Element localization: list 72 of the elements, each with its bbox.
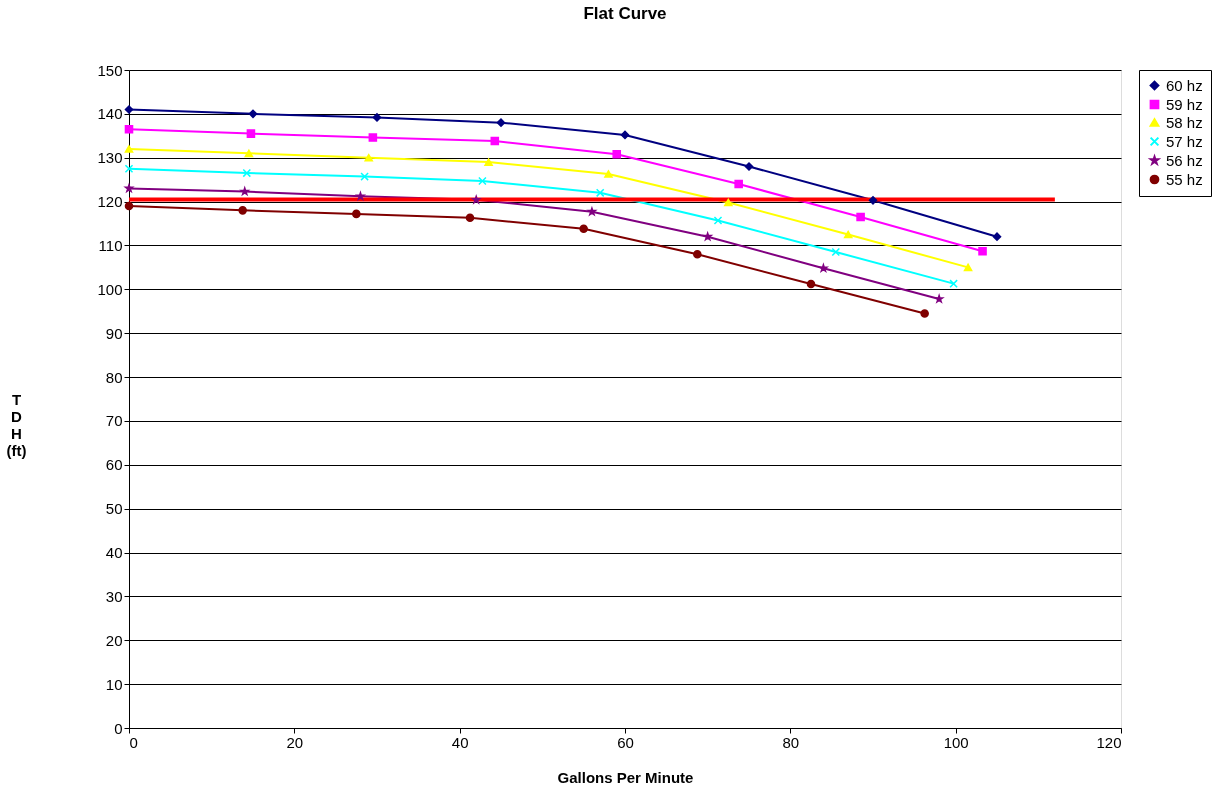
y-tick-label: 40 <box>105 544 123 562</box>
point <box>949 279 958 288</box>
point <box>604 170 613 178</box>
point <box>819 263 828 272</box>
point <box>465 213 475 223</box>
y-tick-label: 100 <box>97 280 123 298</box>
x-tick-label: 60 <box>617 733 634 751</box>
point <box>978 246 987 256</box>
point <box>246 129 256 138</box>
point <box>496 118 506 127</box>
y-tick-label: 60 <box>105 456 123 474</box>
y-tick-label: 110 <box>98 236 123 254</box>
y-tick-label: 70 <box>105 412 123 430</box>
x-tick-label: 40 <box>451 733 469 751</box>
legend-label: 55 hz <box>1166 170 1203 188</box>
point <box>963 263 973 272</box>
y-tick-label: 90 <box>105 324 123 342</box>
y-tick-label: 0 <box>114 719 123 737</box>
y-tick-label: 20 <box>105 631 123 649</box>
point <box>831 247 841 257</box>
chart-title: Flat Curve <box>583 4 667 23</box>
x-tick-label: 80 <box>782 733 800 751</box>
point <box>806 279 816 289</box>
point <box>724 198 733 207</box>
point <box>868 196 878 205</box>
y-tick-label: 150 <box>97 61 123 79</box>
point <box>364 153 374 162</box>
legend-label: 58 hz <box>1166 113 1203 131</box>
y-tick-label: 10 <box>105 675 123 693</box>
point <box>856 212 865 222</box>
x-tick-label: 100 <box>943 733 969 751</box>
point <box>352 209 361 219</box>
point <box>992 232 1002 241</box>
point <box>124 145 134 153</box>
point <box>595 188 605 198</box>
point <box>124 164 134 173</box>
point <box>238 206 247 215</box>
y-tick-label: 140 <box>97 105 123 123</box>
point <box>920 309 929 318</box>
x-tick-label: 0 <box>129 733 138 751</box>
point <box>713 216 723 225</box>
legend-label: 57 hz <box>1166 132 1203 150</box>
point <box>244 149 254 158</box>
point <box>693 249 702 259</box>
y-axis-title: TDH (ft) <box>6 390 27 459</box>
point <box>242 168 252 178</box>
legend-label: 59 hz <box>1166 95 1203 113</box>
point <box>843 230 853 239</box>
point <box>612 149 622 159</box>
legend-label: 56 hz <box>1166 151 1203 169</box>
point <box>490 136 500 146</box>
point <box>935 294 944 303</box>
point <box>360 172 369 181</box>
point <box>368 133 378 142</box>
x-tick-label: 120 <box>1096 733 1122 751</box>
point <box>372 113 382 122</box>
point <box>579 224 588 234</box>
point <box>248 109 258 119</box>
y-tick-label: 130 <box>97 149 123 167</box>
point <box>744 162 754 171</box>
point <box>484 158 493 166</box>
y-tick-label: 30 <box>105 587 123 605</box>
x-axis-title: Gallons Per Minute <box>557 768 694 786</box>
y-tick-label: 80 <box>105 368 123 386</box>
point <box>124 124 134 134</box>
y-tick-label: 120 <box>97 193 123 211</box>
point <box>478 176 487 186</box>
x-tick-label: 20 <box>286 733 304 751</box>
y-tick-label: 50 <box>105 500 123 518</box>
legend-label: 60 hz <box>1166 76 1203 94</box>
point <box>620 130 630 140</box>
point <box>734 179 743 189</box>
